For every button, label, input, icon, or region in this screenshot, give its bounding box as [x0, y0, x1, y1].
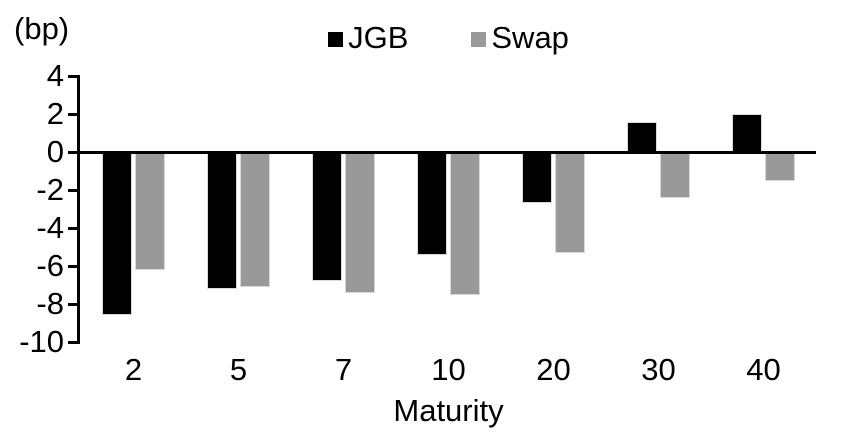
x-axis-zero-line — [77, 150, 816, 154]
bar-jgb-7 — [312, 152, 342, 282]
legend-label-jgb: JGB — [348, 20, 409, 55]
x-axis-tick-label: 2 — [124, 352, 143, 387]
legend-item-jgb: JGB — [328, 18, 408, 58]
bar-jgb-20 — [522, 152, 552, 204]
y-axis-tick-label: 2 — [46, 96, 64, 131]
y-axis-tick-label: -4 — [36, 210, 64, 245]
legend: JGB Swap — [81, 18, 816, 58]
y-axis-tick-label: -2 — [36, 172, 64, 207]
x-axis-tick-label: 40 — [746, 352, 781, 387]
legend-label-swap: Swap — [491, 20, 569, 55]
y-axis-tick-label: -8 — [36, 286, 64, 321]
y-axis-tick — [68, 188, 77, 192]
x-axis-tick-label: 20 — [536, 352, 571, 387]
y-axis-tick-label: -10 — [19, 324, 64, 359]
y-axis-tick — [68, 74, 77, 78]
legend-item-swap: Swap — [471, 18, 569, 58]
y-axis-tick — [68, 112, 77, 116]
legend-swatch-swap — [471, 32, 487, 47]
bar-swap-5 — [240, 152, 270, 287]
y-axis-tick — [68, 226, 77, 230]
y-axis-unit-label: (bp) — [14, 11, 70, 46]
y-axis-line — [77, 74, 80, 344]
y-axis-tick-label: 4 — [46, 58, 64, 93]
bar-swap-10 — [450, 152, 480, 295]
y-axis-tick — [68, 302, 77, 306]
legend-swatch-jgb — [328, 32, 344, 47]
bar-swap-30 — [660, 152, 690, 198]
x-axis-title: Maturity — [393, 393, 504, 428]
x-axis-tick-label: 7 — [334, 352, 353, 387]
x-axis-tick-label: 10 — [431, 352, 466, 387]
bar-swap-7 — [345, 152, 375, 293]
bar-jgb-30 — [627, 121, 657, 152]
y-axis-tick — [68, 150, 77, 154]
x-axis-tick-label: 5 — [229, 352, 248, 387]
bar-swap-2 — [135, 152, 165, 270]
y-axis-tick — [68, 340, 77, 344]
y-axis-tick-label: 0 — [46, 134, 64, 169]
y-axis-tick-label: -6 — [36, 248, 64, 283]
bar-jgb-10 — [417, 152, 447, 255]
bar-jgb-2 — [102, 152, 132, 316]
bar-swap-40 — [765, 152, 795, 181]
bar-jgb-40 — [732, 114, 762, 152]
y-axis-tick — [68, 264, 77, 268]
bar-swap-20 — [555, 152, 585, 253]
bar-jgb-5 — [207, 152, 237, 289]
x-axis-tick-label: 30 — [641, 352, 676, 387]
